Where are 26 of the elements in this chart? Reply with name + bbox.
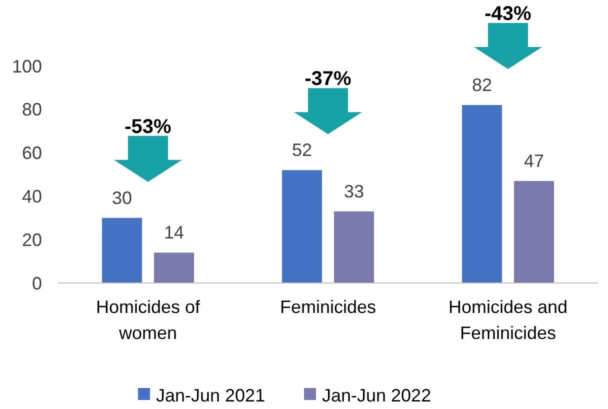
- x-tick-label: Homicides and Feminicides: [448, 297, 568, 343]
- bar: [102, 218, 142, 283]
- bar: [514, 181, 554, 283]
- data-label: 82: [472, 75, 492, 96]
- data-label: 33: [344, 181, 364, 202]
- data-label: 14: [164, 222, 184, 243]
- x-tick-label: Homicides of women: [96, 297, 202, 343]
- bar: [154, 252, 194, 283]
- x-tick-label: Feminicides: [280, 297, 376, 317]
- y-tick-label: 20: [22, 230, 42, 250]
- y-tick-label: 80: [22, 100, 42, 120]
- y-tick-label: 40: [22, 186, 42, 206]
- data-label: 47: [524, 151, 544, 172]
- annotation: -37%: [304, 68, 352, 90]
- y-tick-label: 60: [22, 143, 42, 164]
- bar: [282, 170, 322, 283]
- bar: [462, 105, 502, 283]
- y-tick-label: 100: [12, 56, 42, 76]
- y-tick-label: 0: [32, 273, 42, 294]
- legend-label: Jan-Jun 2022: [322, 385, 432, 406]
- text: -43%: [484, 3, 532, 26]
- annotation: -53%: [124, 116, 172, 138]
- bar: [334, 211, 374, 283]
- data-label: 52: [292, 140, 312, 160]
- legend-label: Jan-Jun 2021: [156, 385, 266, 406]
- data-label: 30: [112, 188, 132, 208]
